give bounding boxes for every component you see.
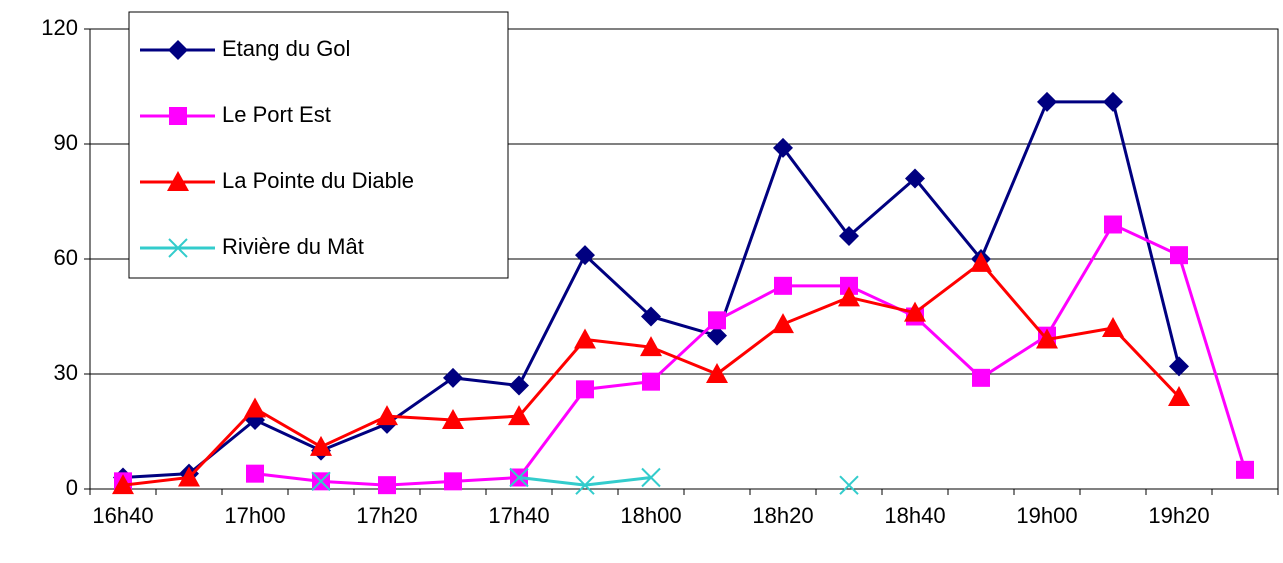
marker — [838, 286, 860, 307]
marker — [640, 336, 662, 357]
marker — [972, 368, 990, 387]
legend-label: Rivière du Mât — [222, 234, 364, 259]
y-tick-label: 60 — [54, 245, 78, 270]
marker — [244, 397, 266, 418]
marker — [442, 409, 464, 429]
marker — [708, 311, 726, 330]
marker — [310, 435, 332, 456]
x-tick-label: 18h00 — [620, 503, 681, 528]
y-tick-label: 0 — [66, 475, 78, 500]
marker — [575, 245, 595, 266]
marker — [509, 467, 529, 488]
marker — [1102, 317, 1124, 337]
marker — [1170, 246, 1188, 265]
marker — [839, 226, 859, 246]
marker — [707, 325, 727, 346]
marker — [246, 464, 264, 483]
marker — [1168, 386, 1190, 406]
marker — [508, 405, 530, 426]
marker — [444, 472, 462, 491]
legend: Etang du Gol Le Port Est La Pointe du Diab… — [128, 11, 509, 279]
marker — [169, 107, 187, 125]
legend-label: Le Port Est — [222, 102, 331, 127]
series-line — [519, 478, 849, 486]
x-tick-label: 17h40 — [488, 503, 549, 528]
marker — [1037, 91, 1057, 112]
y-tick-label: 90 — [54, 130, 78, 155]
marker — [641, 467, 661, 488]
marker — [168, 40, 188, 60]
marker — [905, 168, 925, 189]
series-line — [254, 222, 1247, 487]
marker — [774, 276, 792, 295]
marker — [112, 474, 134, 495]
marker — [772, 313, 794, 334]
marker — [1036, 328, 1058, 349]
marker — [178, 466, 200, 487]
marker — [167, 171, 189, 191]
x-tick-label: 17h00 — [224, 503, 285, 528]
marker — [1104, 215, 1122, 234]
marker — [378, 476, 396, 495]
marker — [706, 363, 728, 383]
legend-box — [128, 11, 509, 279]
marker — [642, 372, 660, 391]
y-tick-label: 120 — [41, 15, 78, 40]
marker — [575, 475, 595, 495]
marker — [773, 137, 793, 158]
marker — [509, 375, 529, 396]
marker — [970, 251, 992, 272]
legend-label: La Pointe du Diable — [222, 168, 414, 193]
marker — [376, 405, 398, 426]
legend-label: Etang du Gol — [222, 36, 350, 61]
marker — [840, 276, 858, 295]
x-tick-label: 17h20 — [356, 503, 417, 528]
x-tick-label: 19h20 — [1148, 503, 1209, 528]
marker — [574, 328, 596, 349]
marker — [1103, 91, 1123, 112]
marker — [641, 306, 661, 327]
marker — [1236, 460, 1254, 479]
marker — [839, 475, 859, 495]
marker — [311, 471, 331, 492]
x-tick-label: 18h20 — [752, 503, 813, 528]
x-tick-label: 18h40 — [884, 503, 945, 528]
marker — [443, 367, 463, 388]
x-tick-label: 16h40 — [92, 503, 153, 528]
y-tick-label: 30 — [54, 360, 78, 385]
marker — [168, 238, 188, 258]
marker — [904, 301, 926, 322]
x-tick-label: 19h00 — [1016, 503, 1077, 528]
marker — [1169, 356, 1189, 377]
marker — [576, 380, 594, 399]
